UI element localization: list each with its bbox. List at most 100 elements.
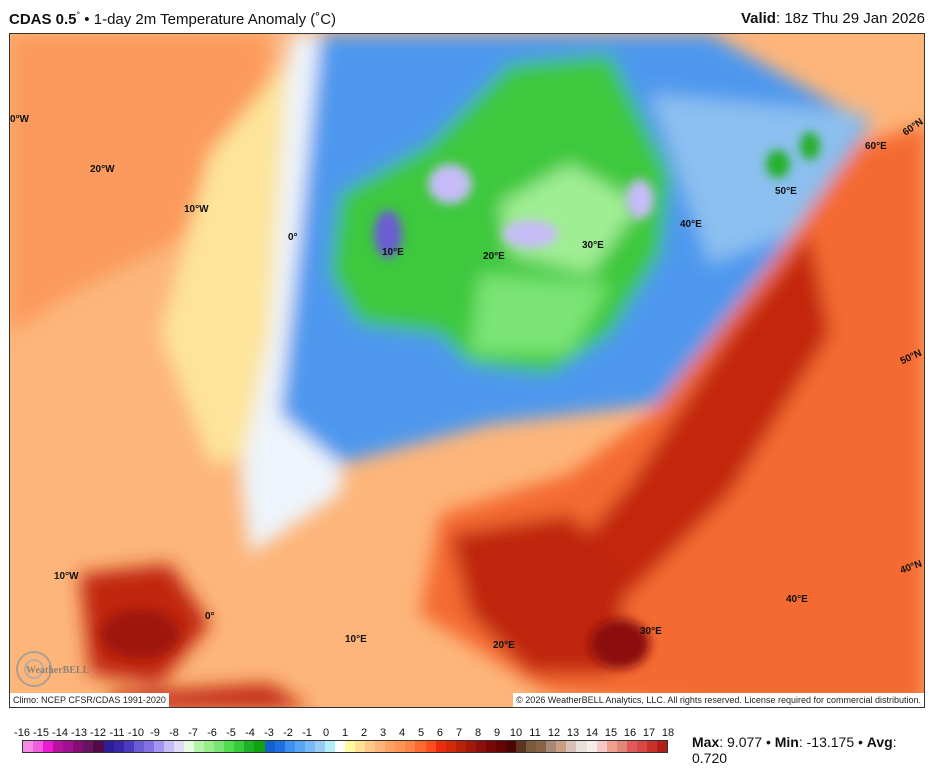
colorbar-swatch — [455, 741, 466, 752]
colorbar-swatch — [646, 741, 657, 752]
colorbar-swatch — [204, 741, 215, 752]
colorbar-tick-label: 3 — [379, 727, 387, 739]
colorbar-swatch — [83, 741, 94, 752]
colorbar-tick-label: 7 — [455, 727, 463, 739]
colorbar-swatch — [334, 741, 345, 752]
colorbar-swatch — [304, 741, 315, 752]
grid-label: 40°E — [680, 219, 702, 230]
colorbar-swatch — [294, 741, 305, 752]
grid-label: 20°W — [90, 164, 115, 175]
valid-value: : 18z Thu 29 Jan 2026 — [775, 10, 925, 27]
colorbar-swatch — [626, 741, 637, 752]
green-spot-1 — [766, 150, 790, 178]
nw-ocean-warm — [10, 34, 270, 334]
min-label: Min — [774, 734, 799, 750]
colorbar-swatch — [506, 741, 517, 752]
colorbar-swatch — [656, 741, 667, 752]
colorbar-swatch — [495, 741, 506, 752]
colorbar-tick-label: -6 — [207, 727, 217, 739]
colorbar-tick-label: -11 — [109, 727, 125, 739]
colorbar-tick-label: 16 — [623, 727, 637, 739]
colorbar-tick-label: -10 — [128, 727, 144, 739]
colorbar-tick-label: 2 — [360, 727, 368, 739]
colorbar-swatch — [284, 741, 295, 752]
colorbar-swatch — [546, 741, 557, 752]
colorbar-swatch — [234, 741, 245, 752]
colorbar-swatch — [395, 741, 406, 752]
colorbar-swatch — [616, 741, 627, 752]
colorbar-swatch — [23, 741, 34, 752]
colorbar-swatch — [465, 741, 476, 752]
colorbar-swatch — [143, 741, 154, 752]
colorbar-swatch — [415, 741, 426, 752]
colorbar-tick-label: -1 — [302, 727, 312, 739]
colorbar-tick-label: 4 — [398, 727, 406, 739]
colorbar-swatch — [596, 741, 607, 752]
colorbar-tick-label: -7 — [188, 727, 198, 739]
colorbar-swatch — [345, 741, 356, 752]
colorbar-swatch — [93, 741, 104, 752]
purple-norway — [374, 210, 402, 258]
colorbar-ticks: -16 -15 -14 -13 -12 -11 -10 -9 -8 -7 -6 -5 -4 -3 -2 -1 0… — [14, 727, 674, 739]
colorbar-swatch — [184, 741, 195, 752]
colorbar-tick-label: -14 — [52, 727, 68, 739]
colorbar-tick-label: -4 — [245, 727, 255, 739]
colorbar-swatch — [264, 741, 275, 752]
colorbar-swatch — [73, 741, 84, 752]
colorbar-swatch — [526, 741, 537, 752]
grid-label: 0°W — [10, 114, 29, 125]
grid-label: 20°E — [483, 251, 505, 262]
colorbar-tick-label: -3 — [264, 727, 274, 739]
colorbar-swatch — [324, 741, 335, 752]
colorbar-swatch — [133, 741, 144, 752]
title-text: 1-day 2m Temperature Anomaly (˚C) — [93, 11, 337, 28]
iberia-darkest — [100, 609, 180, 659]
colorbar-tick-label: -16 — [14, 727, 30, 739]
colorbar-swatch — [405, 741, 416, 752]
colorbar-tick-label: -5 — [226, 727, 236, 739]
copyright-note: © 2026 WeatherBELL Analytics, LLC. All r… — [513, 693, 924, 707]
colorbar-tick-label: -8 — [169, 727, 179, 739]
colorbar-tick-label: 6 — [436, 727, 444, 739]
avg-value: : 0.720 — [692, 734, 897, 766]
title-separator: • — [80, 11, 94, 28]
climo-note: Climo: NCEP CFSR/CDAS 1991-2020 — [10, 693, 169, 707]
colorbar-tick-label: 18 — [661, 727, 675, 739]
colorbar-swatch — [194, 741, 205, 752]
colorbar-swatch — [475, 741, 486, 752]
min-value: : -13.175 • — [798, 734, 867, 750]
aegean-darkest — [590, 619, 650, 669]
anomaly-map: 0°W 20°W 10°W 0° 10°E 20°E 30°E 40°E 50°… — [9, 33, 925, 708]
colorbar-swatch — [43, 741, 54, 752]
colorbar-tick-label: 14 — [585, 727, 599, 739]
colorbar-tick-label: 10 — [509, 727, 523, 739]
colorbar-tick-label: 0 — [322, 727, 330, 739]
east-red-band — [570, 234, 830, 594]
max-value: : 9.077 • — [719, 734, 775, 750]
model-name: CDAS 0.5 — [9, 11, 77, 28]
colorbar-swatch — [536, 741, 547, 752]
colorbar-tick-label: 12 — [547, 727, 561, 739]
balkan-dark — [450, 514, 630, 674]
colorbar-swatch — [224, 741, 235, 752]
colorbar-swatch — [123, 741, 134, 752]
colorbar-tick-label: -13 — [71, 727, 87, 739]
colorbar-swatch — [33, 741, 44, 752]
colorbar-swatch — [566, 741, 577, 752]
colorbar-swatch — [485, 741, 496, 752]
colorbar-swatch — [586, 741, 597, 752]
colorbar-swatch — [254, 741, 265, 752]
grid-label: 20°E — [493, 640, 515, 651]
colorbar-tick-label: 13 — [566, 727, 580, 739]
map-title: CDAS 0.5° • 1-day 2m Temperature Anomaly… — [9, 10, 336, 28]
colorbar-tick-label: 17 — [642, 727, 656, 739]
purple-russia — [626, 179, 654, 219]
colorbar-swatch — [556, 741, 567, 752]
colorbar-tick-label: -15 — [33, 727, 49, 739]
colorbar-swatch — [53, 741, 64, 752]
colorbar-tick-label: -2 — [283, 727, 293, 739]
colorbar-swatch — [274, 741, 285, 752]
colorbar-swatch — [365, 741, 376, 752]
colorbar-swatch — [173, 741, 184, 752]
colorbar-swatch — [314, 741, 325, 752]
